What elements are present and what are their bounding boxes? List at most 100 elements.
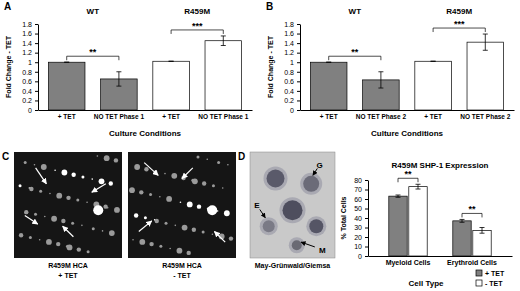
arrow bbox=[36, 168, 47, 184]
y-tick-label: 0.6 bbox=[284, 78, 294, 85]
x-tick: NO TET Phase 2 bbox=[356, 110, 407, 120]
image-background bbox=[14, 152, 122, 258]
y-tick-label: 0 bbox=[290, 107, 294, 114]
y-tick: 10 bbox=[354, 243, 368, 250]
fluorescent-cell bbox=[212, 184, 215, 187]
y-tick: 0.2 bbox=[284, 97, 300, 104]
y-axis: 01020304050607080 bbox=[354, 177, 368, 260]
error-bar bbox=[64, 62, 69, 63]
fluorescent-cell bbox=[202, 181, 206, 185]
fluorescent-cell bbox=[71, 222, 74, 225]
bar bbox=[205, 41, 242, 110]
fluorescent-cell bbox=[103, 204, 107, 208]
y-tick-mark bbox=[297, 34, 300, 35]
y-tick: 30 bbox=[354, 224, 368, 231]
group-label: WT bbox=[87, 7, 100, 16]
stained-nucleus bbox=[292, 240, 302, 250]
fluorescent-cell bbox=[177, 248, 183, 254]
fluorescent-cell bbox=[129, 187, 135, 193]
fluorescent-cell bbox=[114, 207, 120, 213]
fluorescent-cell bbox=[56, 242, 60, 246]
panel-letter: B bbox=[266, 1, 273, 12]
image-panels: CR459M HCA+ TETR459M HCA- TETDGEMMay-Grü… bbox=[2, 151, 335, 279]
y-tick-label: 0.4 bbox=[22, 88, 32, 95]
fluorescent-cell bbox=[166, 196, 172, 202]
y-tick-mark bbox=[297, 81, 300, 82]
y-tick-mark bbox=[365, 180, 368, 181]
fluorescent-cell bbox=[174, 225, 176, 227]
y-tick-mark bbox=[35, 91, 38, 92]
fluorescent-cell bbox=[155, 219, 159, 223]
y-tick-label: 0.2 bbox=[22, 97, 32, 104]
fluorescent-cell bbox=[24, 161, 27, 164]
fluorescent-cell bbox=[217, 161, 220, 164]
fluorescent-cell bbox=[81, 175, 84, 178]
error-bar bbox=[480, 228, 485, 234]
fluorescent-cell bbox=[102, 230, 104, 232]
x-axis: + TETNO TET Phase 1+ TETNO TET Phase 1 bbox=[39, 110, 253, 120]
y-tick: 1.4 bbox=[22, 40, 38, 47]
fluorescent-cell bbox=[197, 204, 201, 208]
y-tick-mark bbox=[365, 256, 368, 257]
y-tick-mark bbox=[297, 62, 300, 63]
stained-nucleus bbox=[283, 200, 303, 220]
x-tick-label: NO TET Phase 2 bbox=[460, 113, 511, 120]
stained-nucleus bbox=[303, 176, 319, 192]
image-caption: - TET bbox=[173, 272, 191, 279]
group-label: R459M bbox=[184, 7, 210, 16]
cell-label: M bbox=[319, 246, 326, 255]
y-tick: 0.4 bbox=[284, 88, 300, 95]
fluorescent-cell bbox=[54, 170, 56, 172]
y-tick: 1 bbox=[290, 59, 300, 66]
group-label: WT bbox=[349, 7, 362, 16]
bright-cell bbox=[207, 205, 217, 215]
y-tick-label: 1.4 bbox=[22, 40, 32, 47]
x-axis-title: Culture Conditions bbox=[371, 129, 444, 138]
y-tick-label: 70 bbox=[354, 186, 362, 193]
x-axis-title: Cell Type bbox=[409, 279, 445, 288]
y-axis-title: % Total Cells bbox=[340, 196, 347, 239]
plot-area bbox=[310, 34, 503, 110]
y-tick-mark bbox=[35, 62, 38, 63]
y-tick-label: 0.2 bbox=[284, 97, 294, 104]
fluorescent-cell bbox=[196, 156, 199, 159]
x-tick-label: Myeloid Cells bbox=[386, 259, 431, 267]
fluorescent-cell bbox=[132, 239, 134, 241]
y-tick-mark bbox=[297, 91, 300, 92]
y-tick-mark bbox=[35, 34, 38, 35]
x-tick-label: NO TET Phase 1 bbox=[198, 113, 249, 120]
x-tick: Myeloid Cells bbox=[386, 256, 431, 267]
y-tick-mark bbox=[365, 190, 368, 191]
y-tick-mark bbox=[297, 43, 300, 44]
fluorescent-cell bbox=[67, 244, 73, 250]
y-tick-label: 0 bbox=[358, 253, 362, 260]
y-tick: 1.2 bbox=[284, 49, 300, 56]
stained-cell bbox=[289, 237, 305, 253]
error-bar bbox=[378, 72, 383, 88]
fluorescent-cell bbox=[87, 250, 90, 253]
y-tick: 40 bbox=[354, 215, 368, 222]
error-bar bbox=[116, 72, 121, 86]
fluorescent-cell bbox=[164, 173, 166, 175]
cell-label: E bbox=[254, 201, 260, 210]
y-tick-mark bbox=[297, 100, 300, 101]
x-tick: NO TET Phase 1 bbox=[198, 110, 249, 120]
x-tick: NO TET Phase 2 bbox=[460, 110, 511, 120]
y-tick: 1.6 bbox=[22, 30, 38, 37]
y-tick: 1.4 bbox=[284, 40, 300, 47]
arrow bbox=[260, 209, 266, 217]
y-tick-label: 40 bbox=[354, 215, 362, 222]
arrow bbox=[25, 216, 38, 224]
y-tick-label: 20 bbox=[354, 234, 362, 241]
image-caption: R459M HCA bbox=[48, 262, 88, 269]
x-tick: + TET bbox=[424, 110, 442, 120]
y-tick-label: 1 bbox=[290, 59, 294, 66]
fluorescent-cell bbox=[134, 213, 138, 217]
y-tick: 0.8 bbox=[284, 69, 300, 76]
y-tick-label: 0.4 bbox=[284, 88, 294, 95]
fluorescent-cell bbox=[222, 187, 224, 189]
x-tick-label: + TET bbox=[320, 113, 338, 120]
fluorescent-cell bbox=[19, 233, 23, 237]
y-tick: 60 bbox=[354, 196, 368, 203]
fluorescent-cell bbox=[109, 230, 115, 236]
